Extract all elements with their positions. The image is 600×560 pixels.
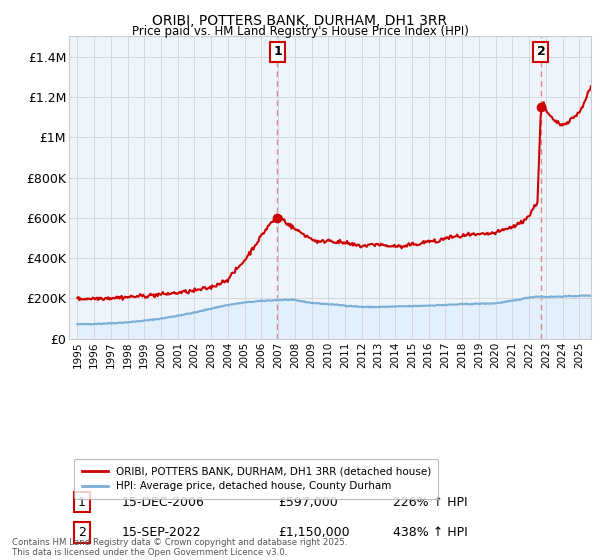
Text: £1,150,000: £1,150,000 (278, 526, 349, 539)
Legend: ORIBI, POTTERS BANK, DURHAM, DH1 3RR (detached house), HPI: Average price, detac: ORIBI, POTTERS BANK, DURHAM, DH1 3RR (de… (74, 459, 439, 499)
Text: 2: 2 (78, 526, 86, 539)
Text: Contains HM Land Registry data © Crown copyright and database right 2025.
This d: Contains HM Land Registry data © Crown c… (12, 538, 347, 557)
Text: Price paid vs. HM Land Registry's House Price Index (HPI): Price paid vs. HM Land Registry's House … (131, 25, 469, 38)
Text: £597,000: £597,000 (278, 496, 338, 508)
Text: 2: 2 (536, 45, 545, 58)
Text: 226% ↑ HPI: 226% ↑ HPI (392, 496, 467, 508)
Text: 15-DEC-2006: 15-DEC-2006 (121, 496, 204, 508)
Text: 1: 1 (78, 496, 86, 508)
Text: 1: 1 (273, 45, 282, 58)
Text: ORIBI, POTTERS BANK, DURHAM, DH1 3RR: ORIBI, POTTERS BANK, DURHAM, DH1 3RR (152, 14, 448, 28)
Text: 438% ↑ HPI: 438% ↑ HPI (392, 526, 467, 539)
Text: 15-SEP-2022: 15-SEP-2022 (121, 526, 201, 539)
